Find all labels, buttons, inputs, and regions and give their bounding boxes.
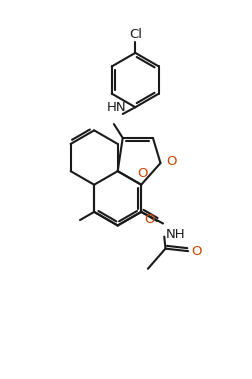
- Text: O: O: [165, 155, 176, 168]
- Text: Cl: Cl: [128, 28, 141, 41]
- Text: NH: NH: [165, 228, 184, 241]
- Text: O: O: [191, 245, 201, 258]
- Text: O: O: [137, 167, 147, 180]
- Text: HN: HN: [106, 101, 126, 114]
- Text: O: O: [144, 213, 154, 226]
